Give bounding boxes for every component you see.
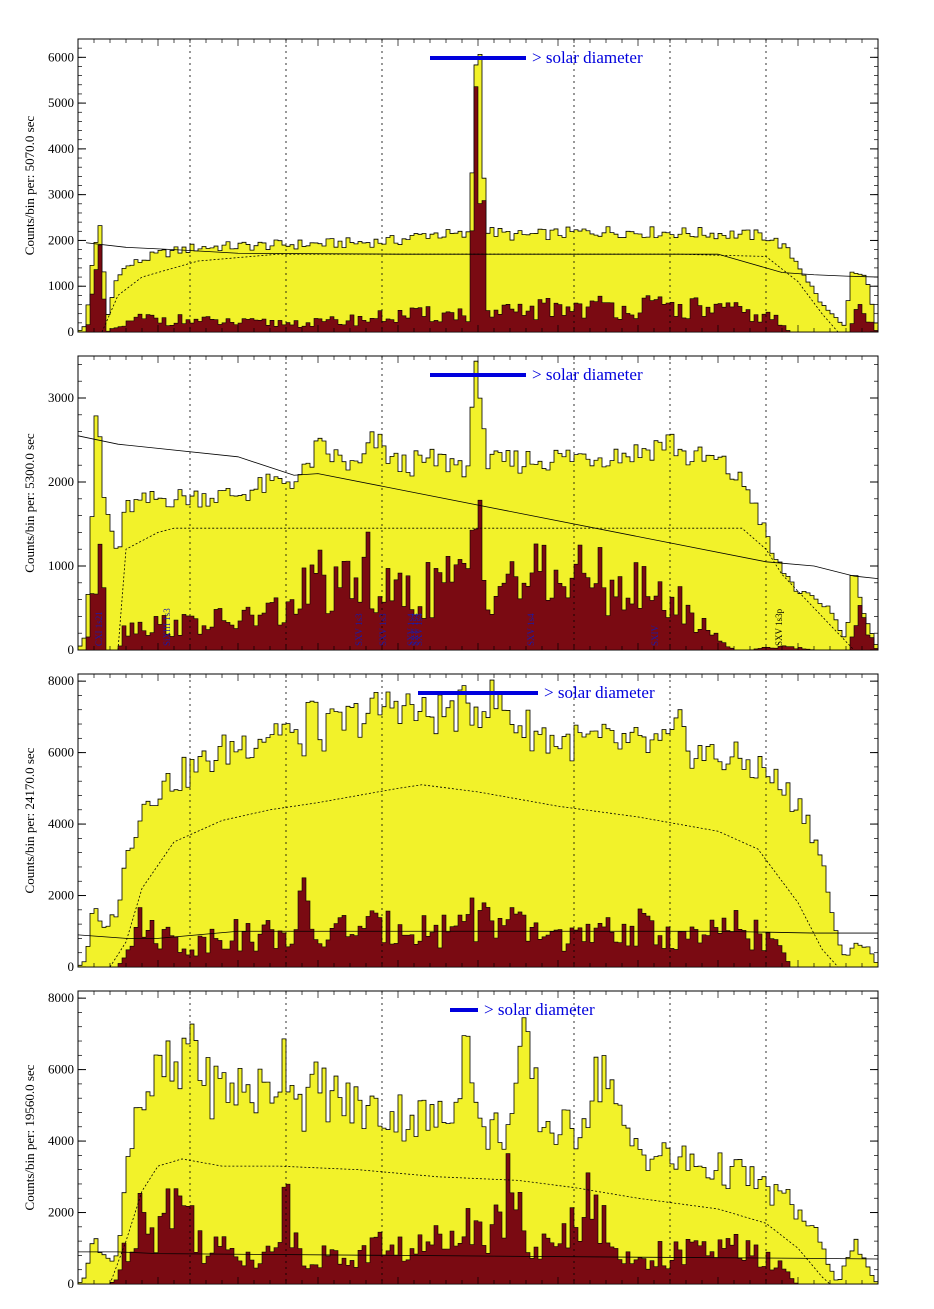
y-tick-label: 8000	[48, 990, 74, 1005]
y-tick-label: 4000	[48, 816, 74, 831]
y-tick-label: 2000	[48, 888, 74, 903]
spectral-line-label: SXV 1s3p	[774, 608, 784, 646]
y-tick-label: 0	[68, 959, 75, 974]
chart-panel-1: 0 1000 2000 3000 4000 5000 6000 Counts/bin per:…	[22, 38, 879, 339]
spectral-line-label: SXIV	[650, 624, 660, 646]
y-tick-label: 0	[68, 642, 75, 657]
spectral-line-label: SXV 1s3	[354, 613, 364, 646]
y-tick-label: 5000	[48, 95, 74, 110]
y-tick-label: 0	[68, 1276, 75, 1291]
background-fit-line	[77, 435, 879, 579]
y-tick-label: 2000	[48, 232, 74, 247]
spectral-line-label: SXV 1s3	[378, 613, 388, 646]
model-curve	[101, 253, 839, 333]
background-fit-line	[77, 930, 878, 939]
spectral-line-label: CXI 1s21	[94, 611, 104, 646]
solar-diameter-annotation: > solar diameter	[544, 683, 655, 702]
total-counts-histogram	[77, 679, 879, 968]
y-tick-label: 4000	[48, 1133, 74, 1148]
y-tick-label: 1000	[48, 278, 74, 293]
solar-diameter-annotation: > solar diameter	[532, 48, 643, 67]
spectral-line-label: SXV 1s4	[414, 613, 424, 646]
background-fit-line	[78, 1251, 879, 1260]
y-axis-label: Counts/bin per: 24170.0 sec	[22, 747, 37, 893]
spectral-line-label: SiXIII 1s3	[162, 608, 172, 646]
y-tick-label: 4000	[48, 141, 74, 156]
total-counts-histogram	[77, 1017, 879, 1285]
chart-panel-4: 0 2000 4000 6000 8000 Counts/bin per: 19560.0…	[22, 990, 879, 1291]
spectral-line-label: SXV 1s4	[406, 613, 416, 646]
y-tick-label: 1000	[48, 558, 74, 573]
solar-diameter-annotation: > solar diameter	[532, 365, 643, 384]
component-counts-histogram	[78, 877, 878, 968]
y-tick-label: 3000	[48, 390, 74, 405]
y-tick-label: 2000	[48, 1205, 74, 1220]
model-curve	[117, 527, 855, 651]
spectral-line-label: SXV 1s4	[410, 613, 420, 646]
model-curve	[109, 784, 839, 968]
component-counts-histogram	[78, 499, 879, 651]
spectral-line-label: SXV 1s4	[526, 613, 536, 646]
solar-diameter-annotation: > solar diameter	[484, 1000, 595, 1019]
y-axis-label: Counts/bin per: 19560.0 sec	[22, 1064, 37, 1210]
chart-panel-3: 0 2000 4000 6000 8000 Counts/bin per: 24170.0…	[22, 673, 879, 974]
y-tick-label: 8000	[48, 673, 74, 688]
component-counts-histogram	[78, 86, 879, 333]
y-tick-label: 0	[68, 324, 75, 339]
y-tick-label: 6000	[48, 745, 74, 760]
y-tick-label: 3000	[48, 187, 74, 202]
y-tick-label: 2000	[48, 474, 74, 489]
chart-panel-2: 0 1000 2000 3000 Counts/bin per: 5300.0 sec >…	[22, 355, 879, 657]
y-axis-label: Counts/bin per: 5070.0 sec	[22, 116, 37, 256]
y-tick-label: 6000	[48, 1062, 74, 1077]
y-axis-label: Counts/bin per: 5300.0 sec	[22, 433, 37, 573]
y-tick-label: 6000	[48, 49, 74, 64]
